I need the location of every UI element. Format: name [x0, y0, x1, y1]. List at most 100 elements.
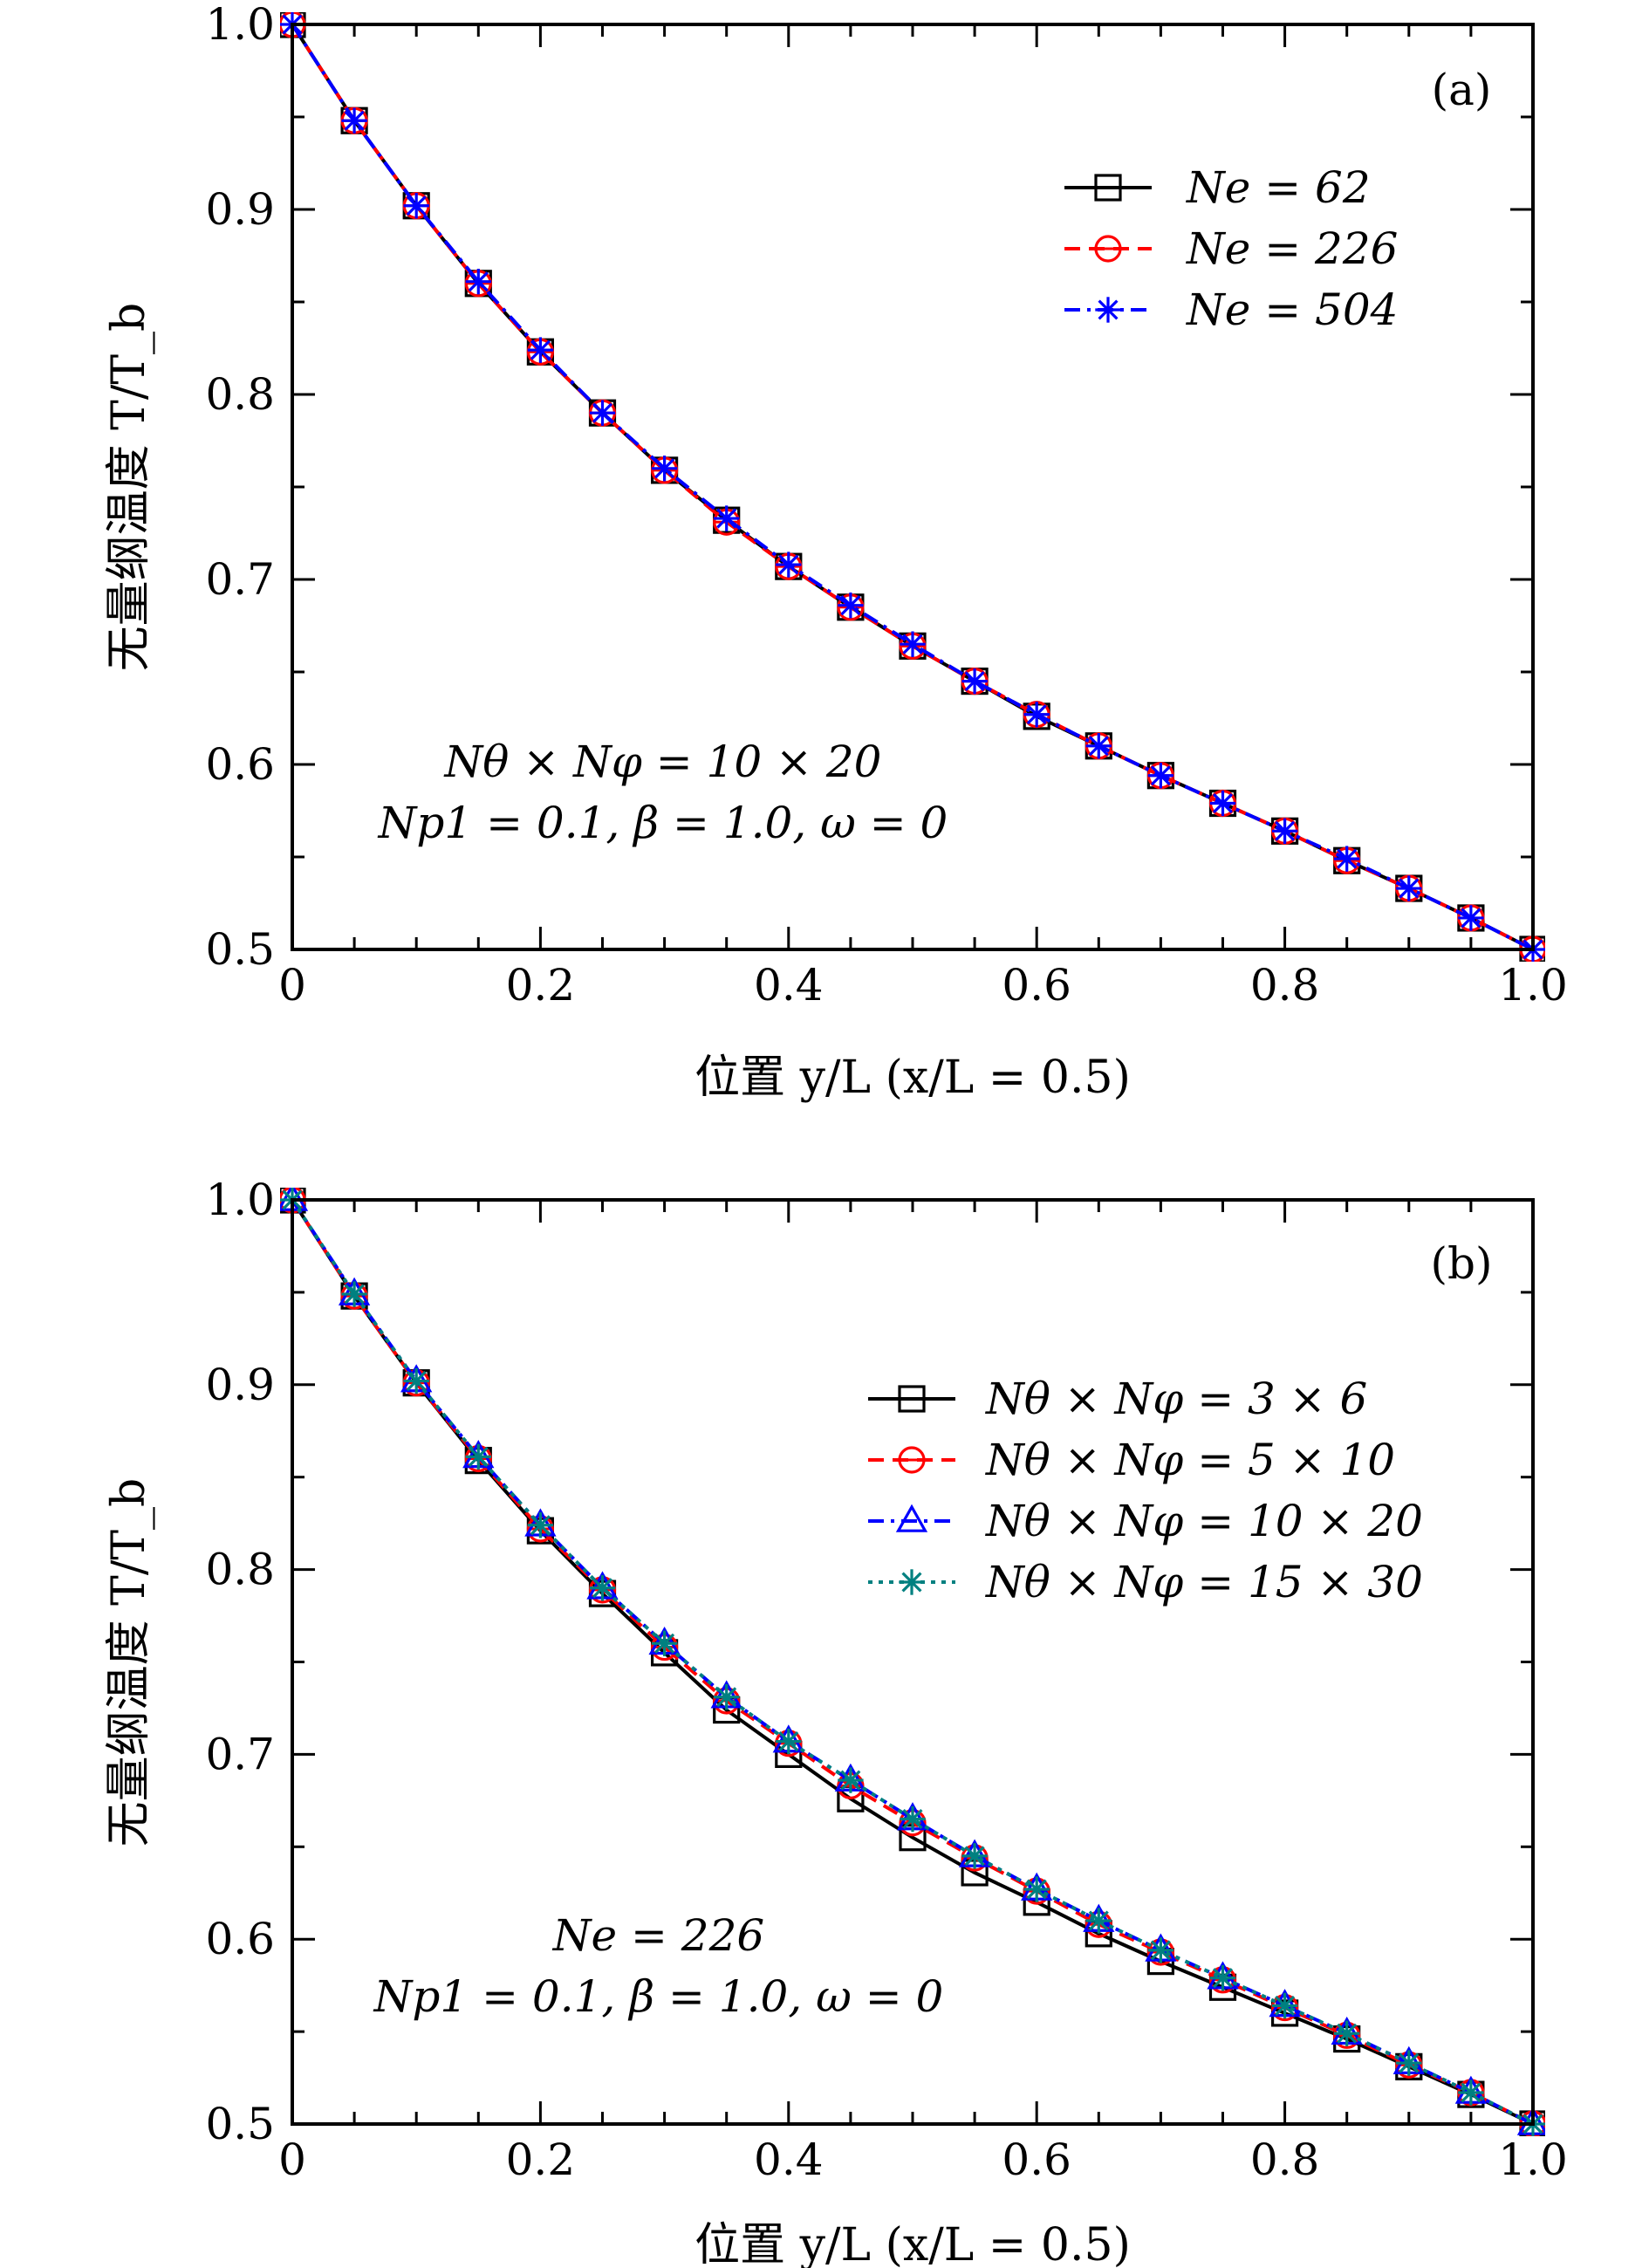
y-tick-label: 0.6	[205, 739, 275, 790]
data-point	[1396, 875, 1422, 901]
marker-asterisk-stroke	[1399, 878, 1420, 899]
y-tick-label: 1.0	[205, 1175, 275, 1225]
marker-asterisk-stroke	[1275, 1995, 1296, 2016]
x-tick-label: 0.4	[754, 960, 824, 1011]
y-tick-label: 0.7	[205, 1729, 275, 1779]
marker-asterisk-stroke	[1026, 704, 1047, 725]
data-point	[1271, 818, 1298, 845]
data-point	[776, 1728, 802, 1755]
legend-label: Nθ × Nφ = 3 × 6	[985, 1374, 1367, 1424]
marker-asterisk-stroke	[530, 339, 551, 360]
data-point	[900, 631, 926, 657]
y-tick-label: 0.9	[205, 1360, 275, 1410]
legend-entry: Nθ × Nφ = 15 × 30	[868, 1557, 1423, 1607]
legend-entry: Ne = 504	[1064, 284, 1398, 335]
chart-panel-b: 0 0.2 0.4 0.6 0.8 1.0 0.5 0.6 0.7 0.8 0.9 1.0 位置 y/L…	[103, 1175, 1568, 2268]
marker-asterisk-stroke	[406, 195, 427, 216]
data-point	[403, 193, 429, 219]
data-point	[714, 1684, 740, 1710]
marker-asterisk-stroke	[1150, 1940, 1171, 1961]
marker-asterisk-stroke	[468, 271, 489, 292]
data-point	[589, 1575, 616, 1601]
marker-asterisk-stroke	[344, 1284, 365, 1305]
series-3	[280, 12, 1545, 962]
marker-square	[1094, 174, 1122, 202]
marker-asterisk-stroke	[716, 508, 737, 529]
marker-asterisk-stroke	[592, 1578, 613, 1599]
legend-label: Ne = 226	[1186, 223, 1398, 274]
annotation-line: Np1 = 0.1, β = 1.0, ω = 0	[373, 1971, 944, 2022]
marker-asterisk-stroke	[1212, 1968, 1234, 1989]
x-axis-label: 位置 y/L (x/L = 0.5)	[694, 1052, 1131, 1104]
x-tick-label: 0.2	[506, 960, 576, 1011]
marker-asterisk-stroke	[1026, 1879, 1047, 1900]
marker-square	[898, 1385, 926, 1413]
legend-entry: Nθ × Nφ = 3 × 6	[868, 1374, 1367, 1424]
x-tick-label: 0.6	[1002, 960, 1071, 1011]
data-point	[527, 1512, 554, 1538]
y-tick-label: 0.8	[205, 1545, 275, 1595]
data-point	[838, 592, 864, 619]
marker-asterisk-stroke	[1212, 792, 1234, 814]
data-point	[1023, 1876, 1050, 1902]
data-point	[651, 1630, 678, 1657]
data-point	[1458, 2080, 1484, 2106]
legend-entry: Nθ × Nφ = 10 × 20	[868, 1496, 1423, 1546]
data-point	[1458, 905, 1484, 931]
data-point	[838, 1767, 864, 1793]
legend-label: Ne = 62	[1186, 162, 1371, 213]
data-point	[1209, 1964, 1236, 1991]
y-tick-label: 0.9	[205, 184, 275, 235]
data-point	[1147, 1937, 1174, 1963]
y-tick-label: 0.7	[205, 554, 275, 605]
annotation-line: Np1 = 0.1, β = 1.0, ω = 0	[378, 798, 948, 848]
data-point	[900, 1805, 926, 1833]
legend-label: Nθ × Nφ = 15 × 30	[985, 1557, 1423, 1607]
y-tick-label: 0.5	[205, 924, 275, 975]
chart-panel-a: 0 0.2 0.4 0.6 0.8 1.0 0.5 0.6 0.7 0.8 0.9 1.0 位置 y/L…	[103, 0, 1568, 1104]
marker-asterisk-stroke	[964, 671, 985, 692]
y-tick-label: 1.0	[205, 0, 275, 50]
x-axis-label: 位置 y/L (x/L = 0.5)	[694, 2219, 1131, 2268]
marker-asterisk-stroke	[1275, 820, 1296, 841]
marker-asterisk-stroke	[1461, 908, 1481, 928]
data-point	[651, 456, 678, 482]
marker-asterisk-stroke	[716, 1687, 737, 1708]
legend: Ne = 62 Ne = 226 Ne = 504	[1064, 162, 1398, 335]
legend-label: Nθ × Nφ = 5 × 10	[985, 1435, 1395, 1485]
marker-asterisk-stroke	[654, 458, 675, 479]
data-point	[341, 1281, 367, 1307]
data-point	[1209, 790, 1236, 817]
data-point	[1085, 1908, 1112, 1934]
marker-asterisk-stroke	[406, 1371, 427, 1392]
marker-asterisk-stroke	[1088, 736, 1109, 757]
y-tick-label: 0.5	[205, 2099, 275, 2149]
y-tick-label: 0.8	[205, 369, 275, 420]
legend-entry: Ne = 62	[1064, 162, 1371, 213]
data-point	[776, 552, 802, 578]
legend-label: Ne = 504	[1186, 284, 1398, 335]
marker-asterisk-stroke	[778, 554, 799, 575]
data-point	[1271, 1992, 1298, 2019]
y-axis-label: 无量纲温度 T/T_b	[103, 303, 155, 672]
data-point	[1334, 2020, 1360, 2046]
marker-asterisk-stroke	[1098, 299, 1119, 320]
legend: Nθ × Nφ = 3 × 6 Nθ × Nφ = 5 × 10 Nθ × Nφ =…	[868, 1374, 1423, 1607]
x-tick-label: 0	[278, 2134, 306, 2185]
data-point	[403, 1367, 429, 1394]
marker-asterisk-stroke	[902, 1809, 923, 1830]
marker-asterisk-stroke	[964, 1846, 985, 1867]
marker-asterisk-stroke	[840, 1770, 861, 1791]
data-point	[1085, 733, 1112, 759]
annotation-line: Nθ × Nφ = 10 × 20	[444, 737, 882, 787]
marker-asterisk-stroke	[1461, 2082, 1481, 2103]
data-point	[465, 268, 491, 295]
data-point	[1147, 763, 1174, 789]
marker-asterisk-stroke	[468, 1446, 489, 1467]
marker-asterisk-stroke	[1150, 765, 1171, 786]
series-line	[291, 1198, 1534, 2126]
x-tick-label: 0.8	[1250, 960, 1320, 1011]
marker-asterisk-stroke	[1337, 2023, 1358, 2044]
x-tick-label: 0.2	[506, 2134, 576, 2185]
marker-asterisk-stroke	[1399, 2052, 1420, 2073]
